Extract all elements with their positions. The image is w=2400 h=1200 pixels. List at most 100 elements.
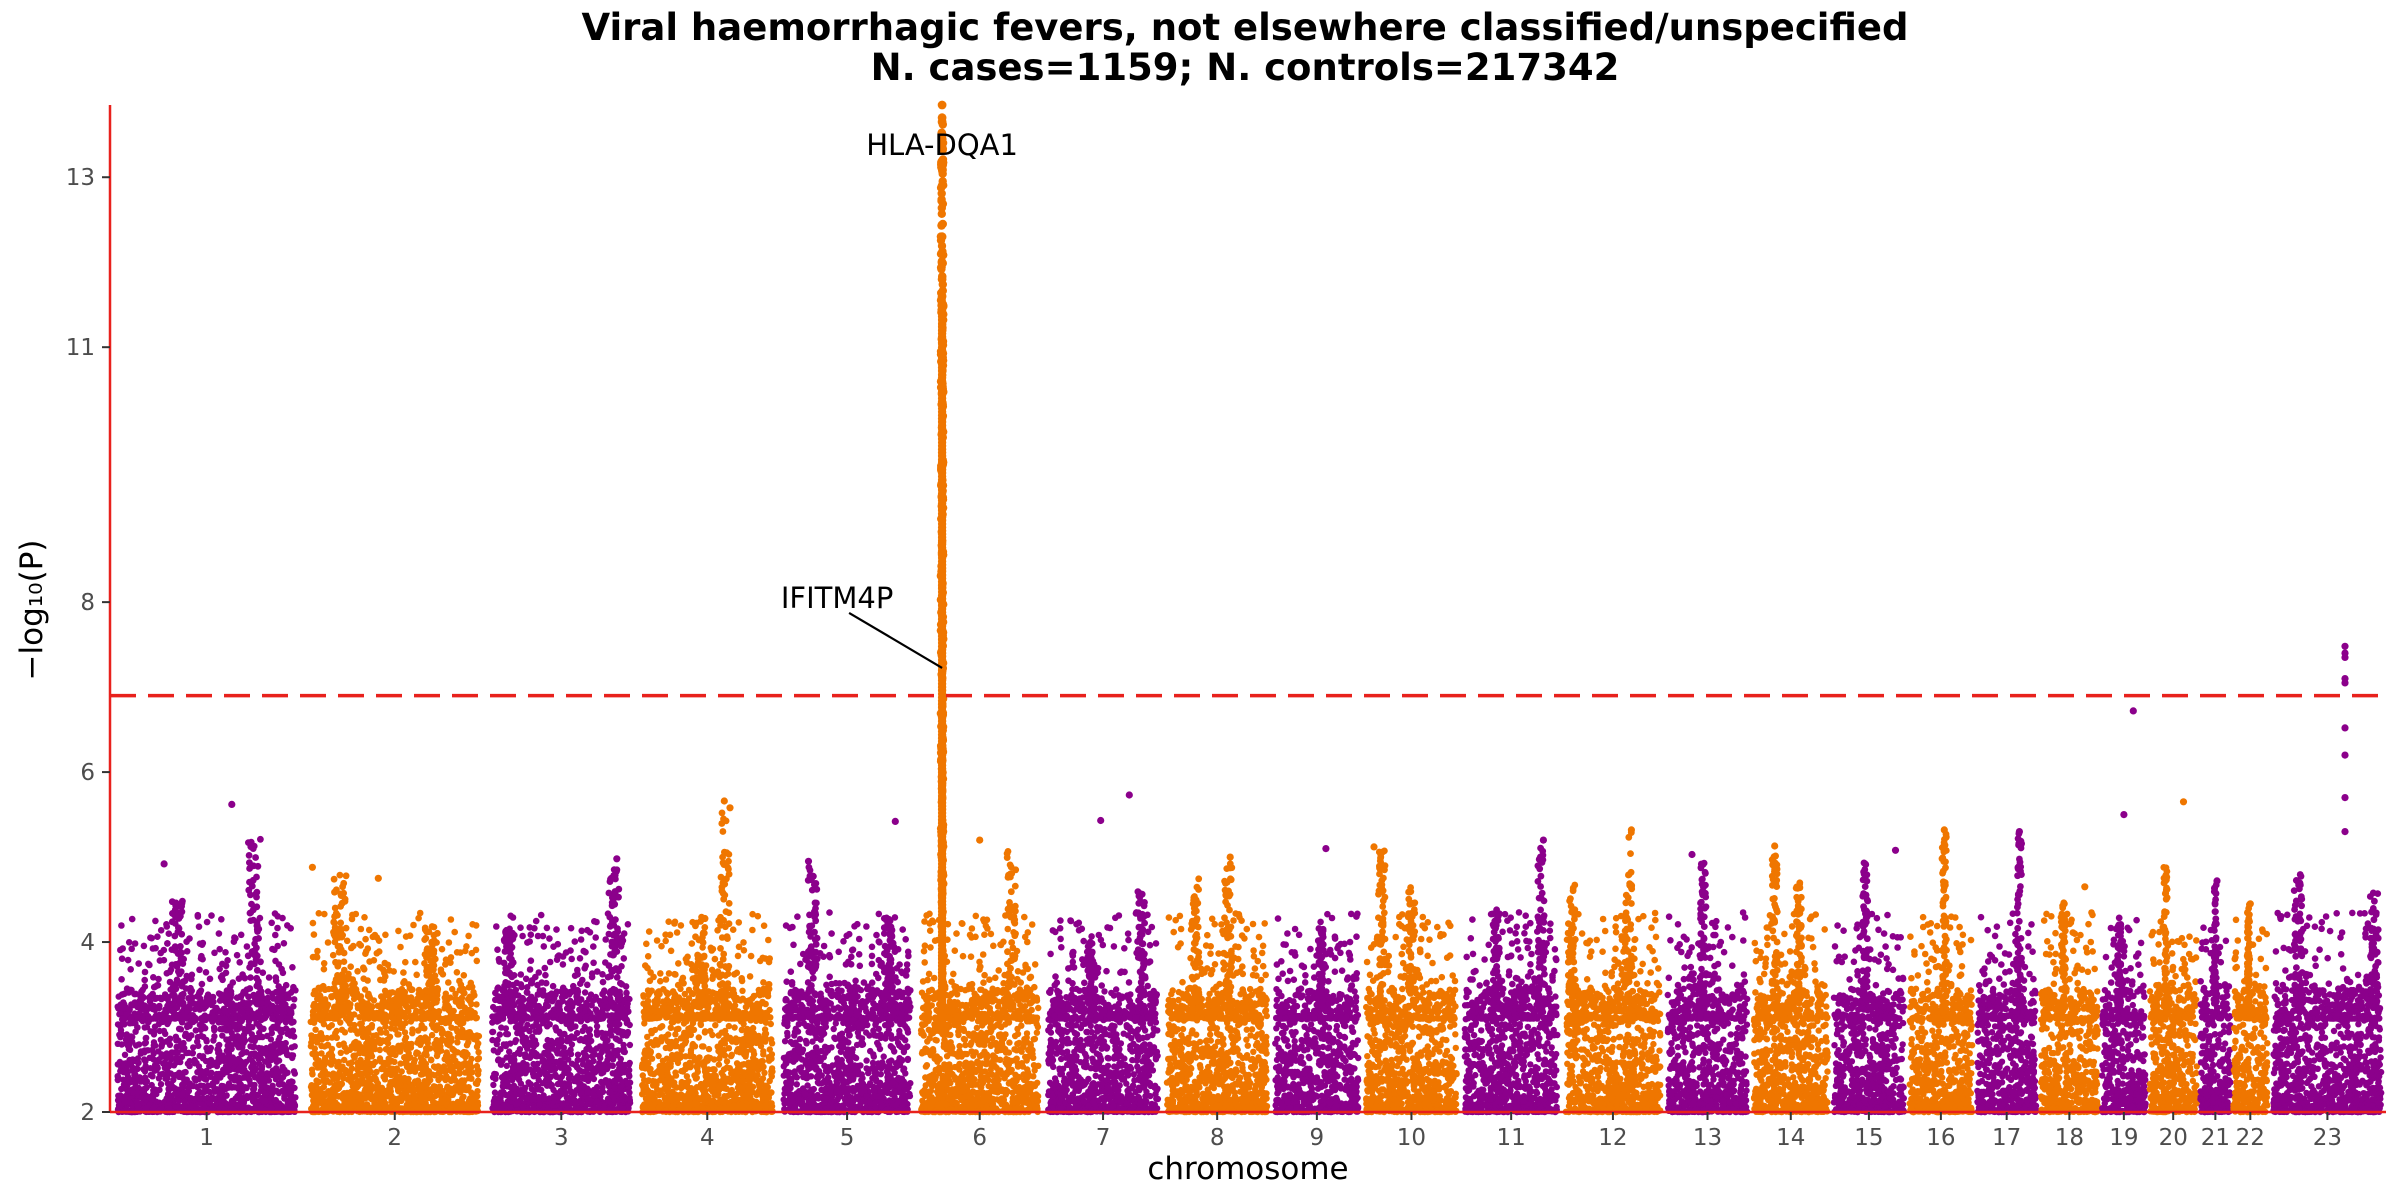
snp-point: [168, 946, 176, 953]
snp-point: [142, 1085, 149, 1092]
snp-point: [241, 1066, 248, 1073]
snp-point: [357, 925, 365, 933]
snp-point: [509, 914, 517, 921]
snp-point: [507, 1013, 514, 1021]
snp-point: [152, 1015, 160, 1022]
snp-point: [591, 1086, 598, 1094]
snp-point: [315, 910, 323, 917]
snp-point: [358, 1070, 365, 1078]
snp-point: [157, 949, 164, 957]
snp-point: [223, 1027, 230, 1034]
snp-point: [565, 1075, 573, 1082]
snp-point: [524, 939, 531, 946]
snp-point: [492, 996, 499, 1004]
snp-point: [122, 1036, 130, 1044]
snp-point: [222, 969, 230, 977]
snp-point: [150, 1103, 158, 1111]
snp-point: [129, 1089, 137, 1096]
snp-point: [195, 923, 203, 930]
snp-point: [402, 1034, 410, 1041]
snp-point: [317, 1086, 324, 1093]
snp-point: [592, 934, 599, 941]
snp-point: [490, 1081, 497, 1089]
snp-point: [447, 1007, 455, 1015]
snp-point: [361, 1015, 368, 1022]
snp-point: [342, 992, 350, 1000]
snp-point: [321, 1079, 329, 1086]
snp-point: [238, 1058, 245, 1066]
snp-point: [567, 997, 574, 1005]
snp-point: [287, 925, 295, 932]
snp-point: [582, 948, 589, 956]
snp-point: [388, 1002, 395, 1010]
snp-point: [238, 1050, 245, 1058]
snp-point: [465, 932, 472, 940]
snp-point: [616, 1020, 623, 1028]
snp-point: [523, 1095, 530, 1102]
snp-point: [437, 1039, 444, 1046]
snp-point: [561, 1052, 568, 1060]
snp-point: [506, 1048, 513, 1055]
snp-point: [349, 1074, 356, 1081]
snp-point: [384, 961, 392, 969]
snp-point: [503, 1080, 511, 1087]
snp-point: [338, 892, 346, 899]
snp-point: [552, 991, 559, 998]
snp-point: [146, 998, 154, 1005]
snp-point: [335, 1058, 342, 1066]
snp-point: [380, 1037, 388, 1045]
snp-point: [264, 1050, 272, 1057]
snp-point: [450, 1075, 457, 1082]
snp-point: [241, 1084, 249, 1091]
snp-point: [335, 993, 343, 1000]
snp-point: [260, 1015, 267, 1022]
snp-point: [317, 1062, 325, 1069]
snp-point: [289, 964, 296, 971]
snp-point: [497, 1089, 505, 1096]
snp-point: [400, 969, 407, 976]
snp-point: [248, 1062, 256, 1070]
snp-point: [370, 957, 378, 964]
snp-point: [368, 1003, 376, 1010]
snp-point: [371, 1073, 378, 1080]
snp-point: [424, 1011, 431, 1018]
snp-point: [373, 1090, 381, 1098]
snp-point: [292, 1094, 299, 1101]
snp-point: [448, 1024, 455, 1031]
snp-point: [433, 1026, 440, 1034]
snp-point: [391, 1045, 399, 1053]
snp-point: [221, 1008, 228, 1015]
snp-point: [150, 1087, 157, 1094]
snp-point: [352, 1080, 359, 1087]
snp-point: [178, 902, 186, 910]
snp-point: [527, 1006, 534, 1013]
snp-point: [172, 1033, 180, 1041]
snp-point: [332, 976, 340, 983]
snp-point: [374, 874, 382, 882]
snp-point: [218, 916, 225, 923]
snp-point: [356, 1093, 363, 1100]
chart-subtitle: N. cases=1159; N. controls=217342: [871, 46, 1620, 89]
snp-point: [583, 1064, 591, 1071]
snp-point: [258, 1025, 265, 1032]
snp-point: [178, 949, 186, 957]
snp-point: [342, 924, 350, 932]
snp-point: [531, 996, 539, 1003]
snp-point: [527, 931, 535, 938]
snp-point: [567, 924, 575, 932]
snp-point: [498, 1024, 505, 1031]
snp-point: [128, 1001, 135, 1008]
snp-point: [365, 990, 372, 998]
snp-point: [524, 1021, 531, 1029]
snp-point: [218, 993, 225, 1000]
snp-point: [206, 1099, 213, 1107]
snp-point: [139, 994, 147, 1002]
snp-point: [318, 1042, 325, 1050]
snp-point: [395, 927, 402, 935]
snp-point: [280, 940, 288, 947]
snp-point: [363, 1064, 370, 1072]
snp-point: [615, 1060, 623, 1068]
snp-point: [272, 931, 279, 939]
snp-point: [436, 1015, 444, 1022]
snp-point: [430, 937, 438, 945]
